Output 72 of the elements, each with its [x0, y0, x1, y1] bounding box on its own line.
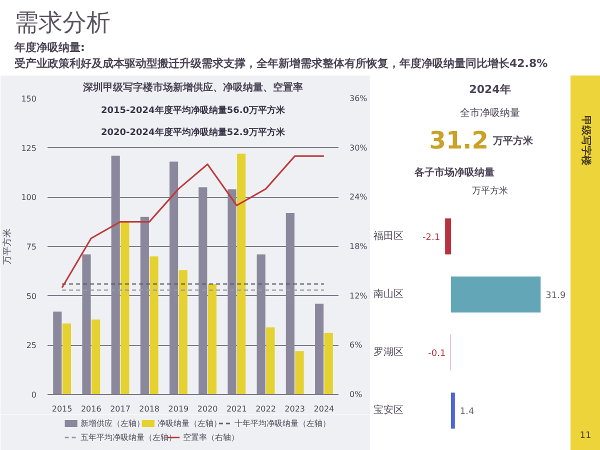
bar: [286, 212, 294, 394]
text: 2024年: [469, 83, 511, 96]
bar: [111, 156, 120, 394]
x-tick-label: 2021: [226, 404, 247, 414]
y-tick-label: 75: [26, 242, 37, 252]
y2-tick-label: 6%: [350, 340, 363, 350]
y-tick-label: 0: [31, 390, 37, 400]
y2-tick-label: 18%: [350, 242, 368, 251]
text: 受产业政策利好及成本驱动型搬迁升级需求支撑，全年新增需求整体有所恢复，年度净吸纳量同比增长42.8%: [14, 57, 548, 70]
x-tick-label: 2017: [110, 404, 130, 414]
y-tick-label: 福田区: [374, 230, 404, 242]
text: 全市净吸纳量: [460, 107, 520, 119]
bar: [228, 189, 236, 394]
bar: [178, 270, 188, 394]
annotation: 2020-2024年度平均净吸纳量52.9万平方米: [100, 127, 286, 138]
data-label: -0.1: [428, 349, 446, 360]
data-label: -2.1: [422, 232, 440, 243]
bar: [82, 254, 91, 394]
bar: [198, 187, 208, 394]
y-tick-label: 25: [26, 341, 37, 350]
bar: [92, 320, 100, 394]
text: 万平方米: [492, 135, 534, 147]
x-axis-title: 万平方米: [472, 186, 508, 196]
bar: [62, 323, 71, 394]
legend-label: 净吸纳量（左轴）: [158, 419, 222, 428]
x-tick-label: 2022: [256, 404, 276, 414]
bar: [140, 216, 149, 394]
bar: [120, 220, 130, 394]
text: 31.2: [429, 126, 488, 154]
y-tick-label: 罗湖区: [374, 346, 404, 358]
legend-label: 空置率（右轴）: [182, 433, 239, 442]
chart-title: 各子市场净吸纳量: [414, 166, 494, 178]
y-tick-label: 50: [26, 292, 37, 301]
data-label: 1.4: [460, 407, 475, 418]
bar: [256, 254, 266, 394]
bar: [237, 154, 246, 394]
bar: [266, 327, 275, 394]
text: 需求分析: [14, 8, 110, 36]
y-tick-label: 150: [21, 94, 37, 104]
annotation: 2015-2024年度平均净吸纳量56.0万平方米: [100, 104, 286, 116]
legend-label: 十年平均净吸纳量（左轴）: [234, 419, 331, 428]
x-tick-label: 2024: [314, 404, 334, 414]
bar: [295, 351, 304, 394]
x-tick-label: 2023: [284, 404, 306, 414]
y-tick-label: 宝安区: [374, 404, 404, 416]
y-axis-title: 万平方米: [2, 228, 14, 264]
y2-tick-label: 12%: [350, 291, 368, 300]
x-tick-label: 2018: [139, 404, 160, 414]
x-tick-label: 2015: [52, 404, 72, 414]
text: 年度净吸纳量:: [14, 41, 85, 54]
x-tick-label: 2020: [197, 404, 218, 414]
legend-label: 新增供应（左轴）: [80, 419, 145, 428]
y2-tick-label: 36%: [350, 94, 368, 103]
y-tick-label: 南山区: [374, 288, 404, 300]
bar: [150, 256, 158, 394]
bar: [315, 304, 324, 394]
x-tick-label: 2019: [168, 404, 189, 414]
data-label: 31.9: [546, 290, 566, 301]
line-series: [61, 155, 325, 288]
y-tick-label: 125: [21, 144, 37, 153]
y-tick-label: 100: [21, 193, 37, 202]
y2-tick-label: 30%: [350, 143, 368, 152]
bar: [208, 284, 216, 394]
text: 甲级写字楼: [580, 116, 592, 166]
x-tick-label: 2016: [80, 404, 102, 414]
y2-tick-label: 0%: [350, 390, 363, 399]
chart-title: 深圳甲级写字楼市场新增供应、净吸纳量、空置率: [82, 82, 303, 94]
bar: [324, 332, 333, 394]
bar: [53, 312, 62, 394]
text: 11: [580, 431, 592, 441]
bar: [170, 162, 178, 394]
y2-tick-label: 24%: [350, 192, 368, 202]
